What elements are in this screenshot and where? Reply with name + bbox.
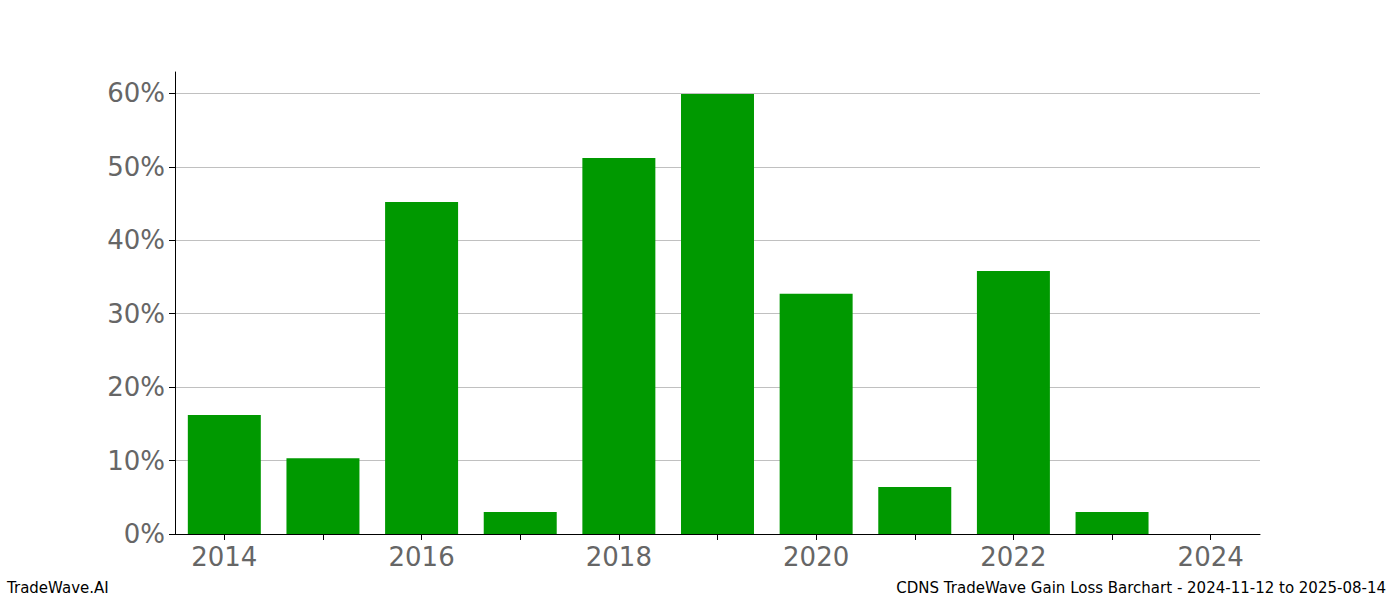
- svg-text:50%: 50%: [107, 152, 165, 182]
- svg-text:20%: 20%: [107, 372, 165, 402]
- svg-text:2024: 2024: [1178, 542, 1244, 572]
- svg-text:30%: 30%: [107, 299, 165, 329]
- svg-text:40%: 40%: [107, 225, 165, 255]
- svg-text:2016: 2016: [389, 542, 455, 572]
- svg-text:CDNS TradeWave Gain Loss Barch: CDNS TradeWave Gain Loss Barchart - 2024…: [896, 579, 1386, 597]
- svg-text:10%: 10%: [107, 446, 165, 476]
- svg-text:2014: 2014: [191, 542, 257, 572]
- svg-text:2020: 2020: [783, 542, 849, 572]
- svg-text:2022: 2022: [980, 542, 1046, 572]
- svg-text:60%: 60%: [107, 78, 165, 108]
- svg-text:TradeWave.AI: TradeWave.AI: [6, 579, 109, 597]
- svg-text:0%: 0%: [124, 519, 165, 549]
- svg-text:2018: 2018: [586, 542, 652, 572]
